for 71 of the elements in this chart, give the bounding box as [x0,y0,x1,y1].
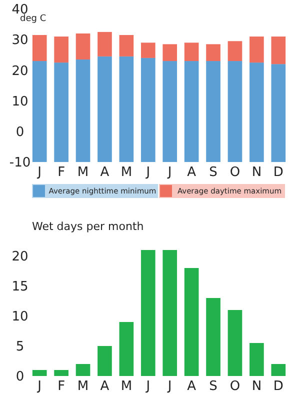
x-tick-label: S [209,379,218,394]
bar [98,32,112,56]
bar [98,346,112,376]
bar [228,310,242,376]
x-tick-label: J [36,165,42,180]
x-tick-label: M [120,165,132,180]
bar [119,35,134,56]
y-tick-label: 5 [16,340,24,355]
bar [140,250,156,376]
bar [228,41,242,62]
y-tick-label: 20 [12,64,28,79]
bar [162,44,178,62]
y-tick-label: 10 [12,94,28,110]
x-tick-label: M [77,165,89,180]
x-tick-label: D [273,379,284,394]
bar [140,58,156,162]
y-tick-label: 0 [16,124,24,140]
bar [32,61,47,162]
bar [206,44,220,62]
bar [119,322,134,376]
bar [32,35,47,62]
x-tick-label: A [187,165,196,180]
bar [228,61,242,162]
bar [206,298,220,376]
x-tick-label: S [209,165,218,180]
bar [271,64,286,162]
x-tick-label: N [252,165,262,180]
x-tick-label: J [145,379,150,394]
y-tick-label: 20 [12,250,28,265]
x-tick-label: M [77,379,89,394]
x-tick-label: F [58,379,66,394]
bar [76,33,90,60]
x-tick-label: A [100,165,110,180]
x-tick-label: O [230,165,240,180]
x-tick-label: M [120,379,132,394]
bar [206,61,220,162]
x-tick-label: D [273,165,284,180]
x-tick-label: A [100,379,110,394]
chart-title: Wet days per month [32,220,144,233]
x-tick-label: J [166,165,172,180]
x-tick-label: O [230,379,240,394]
bar [32,370,47,376]
y-tick-label: 0 [16,370,24,385]
x-tick-label: N [252,379,262,394]
bar [76,364,90,376]
x-tick-label: J [166,379,172,394]
bar [162,250,178,376]
bar [271,364,286,376]
bar [250,343,264,376]
bar [98,56,112,162]
bar [140,42,156,58]
x-tick-label: J [145,165,150,180]
bar [54,62,68,162]
x-tick-label: J [36,379,42,394]
bar [271,36,286,64]
bar [54,370,68,376]
bar [184,268,199,376]
x-tick-label: A [187,379,196,394]
y-tick-label: 15 [12,280,28,295]
y-tick-label: 10 [12,310,28,325]
bar [250,62,264,162]
x-tick-label: F [58,165,66,180]
bar [184,61,199,162]
bar [76,59,90,162]
y-tick-label: 30 [12,33,28,48]
bar [184,42,199,62]
y-tick-label: -10 [9,156,31,171]
bar [119,56,134,162]
bar [250,36,264,63]
bar [162,61,178,162]
bar [54,36,68,63]
